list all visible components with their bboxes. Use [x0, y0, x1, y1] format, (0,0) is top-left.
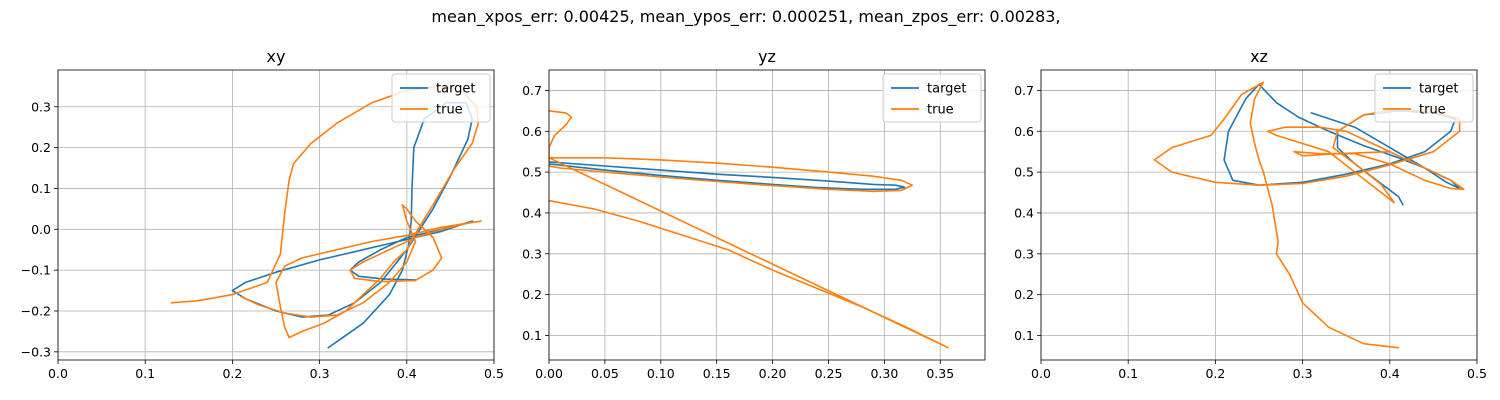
x-tick-label: 0.4	[397, 366, 417, 381]
y-tick-label: 0.2	[1014, 287, 1034, 302]
x-tick-label: 0.30	[870, 366, 898, 381]
x-tick-label: 0.0	[1031, 366, 1051, 381]
x-tick-label: 0.1	[1118, 366, 1138, 381]
x-tick-label: 0.4	[1380, 366, 1400, 381]
y-tick-label: 0.4	[522, 205, 542, 220]
legend: target true	[392, 74, 490, 122]
y-tick-label: 0.4	[1014, 205, 1034, 220]
x-tick-label: 0.1	[135, 366, 155, 381]
x-tick-label: 0.05	[591, 366, 619, 381]
y-tick-label: 0.1	[522, 328, 542, 343]
y-tick-label: 0.3	[522, 246, 542, 261]
y-tick-label: −0.1	[21, 263, 51, 278]
x-tick-label: 0.10	[647, 366, 675, 381]
legend: target true	[1375, 74, 1473, 122]
y-tick-label: 0.6	[522, 124, 542, 139]
subplot-title: yz	[758, 47, 776, 66]
x-tick-label: 0.35	[926, 366, 954, 381]
legend-label-target: target	[436, 82, 476, 97]
subplot-title: xy	[267, 47, 286, 66]
x-tick-label: 0.3	[1293, 366, 1313, 381]
subplot-title: xz	[1250, 47, 1268, 66]
y-tick-label: 0.5	[522, 165, 542, 180]
figure-suptitle: mean_xpos_err: 0.00425, mean_ypos_err: 0…	[431, 7, 1060, 27]
x-tick-label: 0.2	[222, 366, 242, 381]
x-tick-label: 0.25	[815, 366, 843, 381]
y-tick-label: 0.0	[31, 222, 51, 237]
y-tick-label: 0.1	[1014, 328, 1034, 343]
legend-label-true: true	[1419, 103, 1446, 118]
y-tick-label: 0.7	[1014, 83, 1034, 98]
legend-label-target: target	[1419, 82, 1459, 97]
y-tick-label: 0.3	[1014, 246, 1034, 261]
x-tick-label: 0.15	[703, 366, 731, 381]
x-tick-label: 0.00	[535, 366, 563, 381]
legend-label-true: true	[436, 103, 463, 118]
y-tick-label: 0.7	[522, 83, 542, 98]
y-tick-label: 0.2	[31, 140, 51, 155]
y-tick-label: −0.2	[21, 303, 51, 318]
x-tick-label: 0.2	[1205, 366, 1225, 381]
legend: target true	[883, 74, 981, 122]
legend-label-true: true	[927, 103, 954, 118]
y-tick-label: 0.5	[1014, 165, 1034, 180]
y-tick-label: 0.1	[31, 181, 51, 196]
y-tick-label: 0.3	[31, 99, 51, 114]
x-tick-label: 0.3	[310, 366, 330, 381]
y-tick-label: 0.6	[1014, 124, 1034, 139]
y-tick-label: −0.3	[21, 344, 51, 359]
x-tick-label: 0.0	[48, 366, 68, 381]
legend-label-target: target	[927, 82, 967, 97]
x-tick-label: 0.20	[759, 366, 787, 381]
x-tick-label: 0.5	[484, 366, 504, 381]
y-tick-label: 0.2	[522, 287, 542, 302]
x-tick-label: 0.5	[1467, 366, 1487, 381]
